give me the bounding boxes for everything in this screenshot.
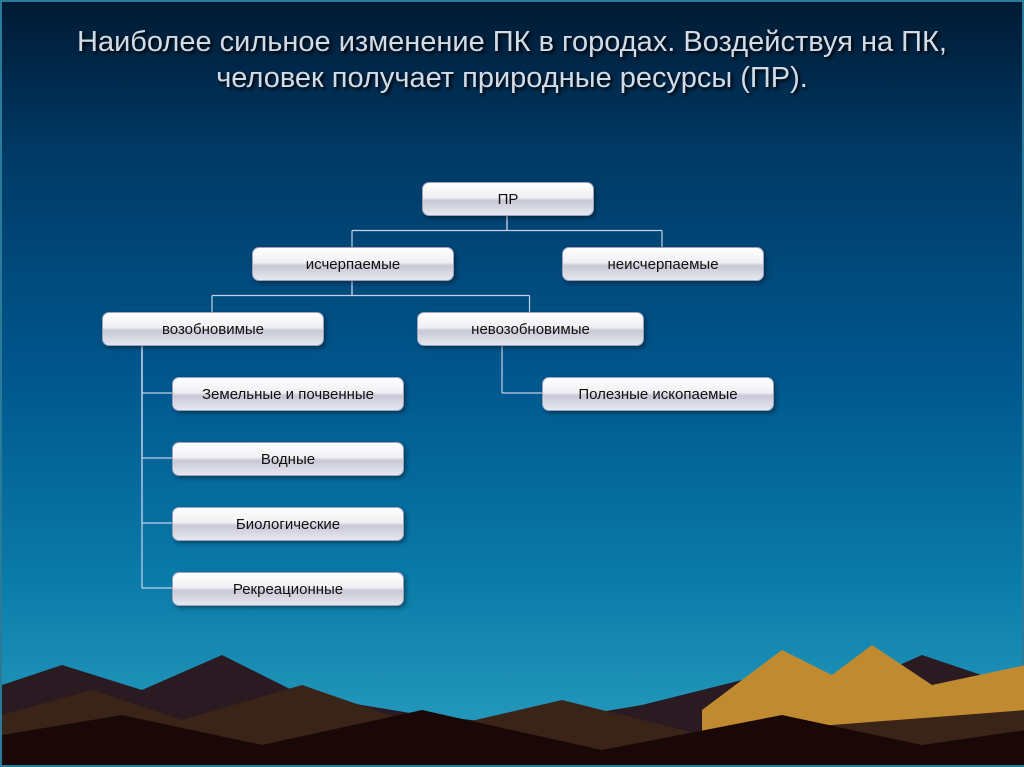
node-root: ПР: [422, 182, 594, 216]
node-biological: Биологические: [172, 507, 404, 541]
node-recreational: Рекреационные: [172, 572, 404, 606]
mountain-sunlit: [702, 645, 1024, 765]
mountains-decor: [2, 595, 1024, 765]
node-renewable: возобновимые: [102, 312, 324, 346]
diagram-connectors: [2, 2, 1024, 767]
mountain-mid: [2, 685, 1024, 765]
slide: Наиболее сильное изменение ПК в городах.…: [0, 0, 1024, 767]
page-title: Наиболее сильное изменение ПК в городах.…: [2, 24, 1022, 97]
node-inexhaustible: неисчерпаемые: [562, 247, 764, 281]
node-water: Водные: [172, 442, 404, 476]
node-land: Земельные и почвенные: [172, 377, 404, 411]
node-exhaustible: исчерпаемые: [252, 247, 454, 281]
node-minerals: Полезные ископаемые: [542, 377, 774, 411]
mountain-far: [2, 655, 1024, 765]
mountain-near: [2, 710, 1024, 765]
node-nonrenewable: невозобновимые: [417, 312, 644, 346]
